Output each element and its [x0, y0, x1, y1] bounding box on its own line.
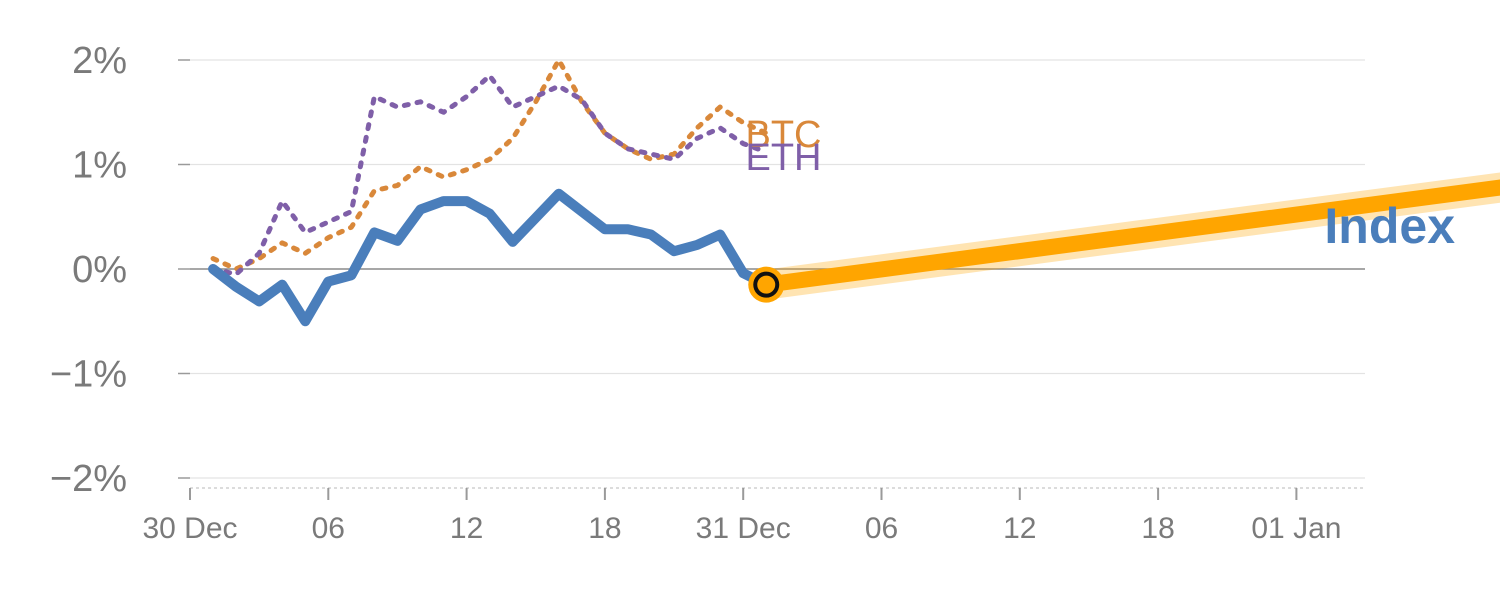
btc-series-label: BTC — [746, 114, 822, 156]
axis-layer: 2% 1% 0% −1% −2% 30 Dec 06 12 18 31 Dec 06 12 18 01 J… — [50, 40, 1365, 545]
y-tick-label: 0% — [72, 249, 127, 291]
x-tick-label: 31 Dec — [696, 512, 791, 545]
y-tick-label: −2% — [50, 458, 127, 500]
eth-series-label: ETH — [746, 137, 822, 179]
forecast-line — [765, 179, 1500, 293]
grid-layer — [190, 59, 1365, 479]
index-series-label: Index — [1324, 198, 1455, 254]
x-tick-label: 18 — [1141, 512, 1174, 545]
x-tick-label: 12 — [1003, 512, 1036, 545]
btc-series-line — [210, 57, 769, 272]
marker-point — [753, 271, 780, 298]
y-tick-label: −1% — [50, 354, 127, 396]
series-layer — [208, 57, 1500, 327]
x-tick-label: 30 Dec — [142, 512, 237, 545]
x-tick-label: 06 — [312, 512, 345, 545]
x-tick-label: 12 — [450, 512, 483, 545]
index-series-line — [208, 188, 772, 327]
y-tick-label: 2% — [72, 40, 127, 82]
x-tick-label: 06 — [865, 512, 898, 545]
x-tick-label: 18 — [588, 512, 621, 545]
label-layer: BTC ETH Index — [746, 114, 1456, 254]
x-tick-label: 01 Jan — [1251, 512, 1341, 545]
y-tick-label: 1% — [72, 145, 127, 187]
